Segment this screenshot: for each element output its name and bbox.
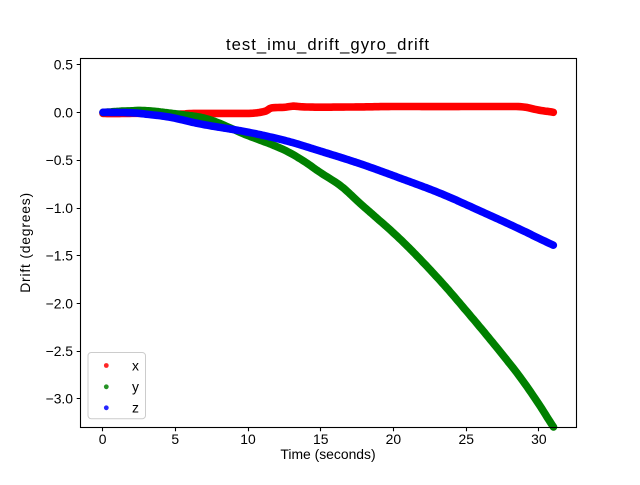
svg-text:0.5: 0.5: [54, 57, 74, 73]
svg-text:5: 5: [171, 431, 179, 447]
svg-text:z: z: [132, 400, 139, 416]
svg-text:20: 20: [386, 431, 402, 447]
svg-text:Time (seconds): Time (seconds): [280, 446, 375, 462]
svg-text:0.0: 0.0: [54, 104, 74, 120]
svg-text:15: 15: [313, 431, 329, 447]
svg-text:−2.0: −2.0: [46, 295, 74, 311]
svg-text:−3.0: −3.0: [46, 391, 74, 407]
svg-text:−1.0: −1.0: [46, 200, 74, 216]
svg-text:−2.5: −2.5: [46, 343, 74, 359]
svg-text:test_imu_drift_gyro_drift: test_imu_drift_gyro_drift: [226, 35, 430, 54]
svg-text:0: 0: [99, 431, 107, 447]
svg-text:y: y: [132, 379, 139, 395]
svg-text:Drift (degrees): Drift (degrees): [17, 192, 33, 293]
svg-text:30: 30: [531, 431, 547, 447]
svg-text:−0.5: −0.5: [46, 152, 74, 168]
svg-text:25: 25: [458, 431, 474, 447]
svg-text:x: x: [132, 357, 139, 373]
svg-text:−1.5: −1.5: [46, 248, 74, 264]
svg-text:10: 10: [240, 431, 256, 447]
